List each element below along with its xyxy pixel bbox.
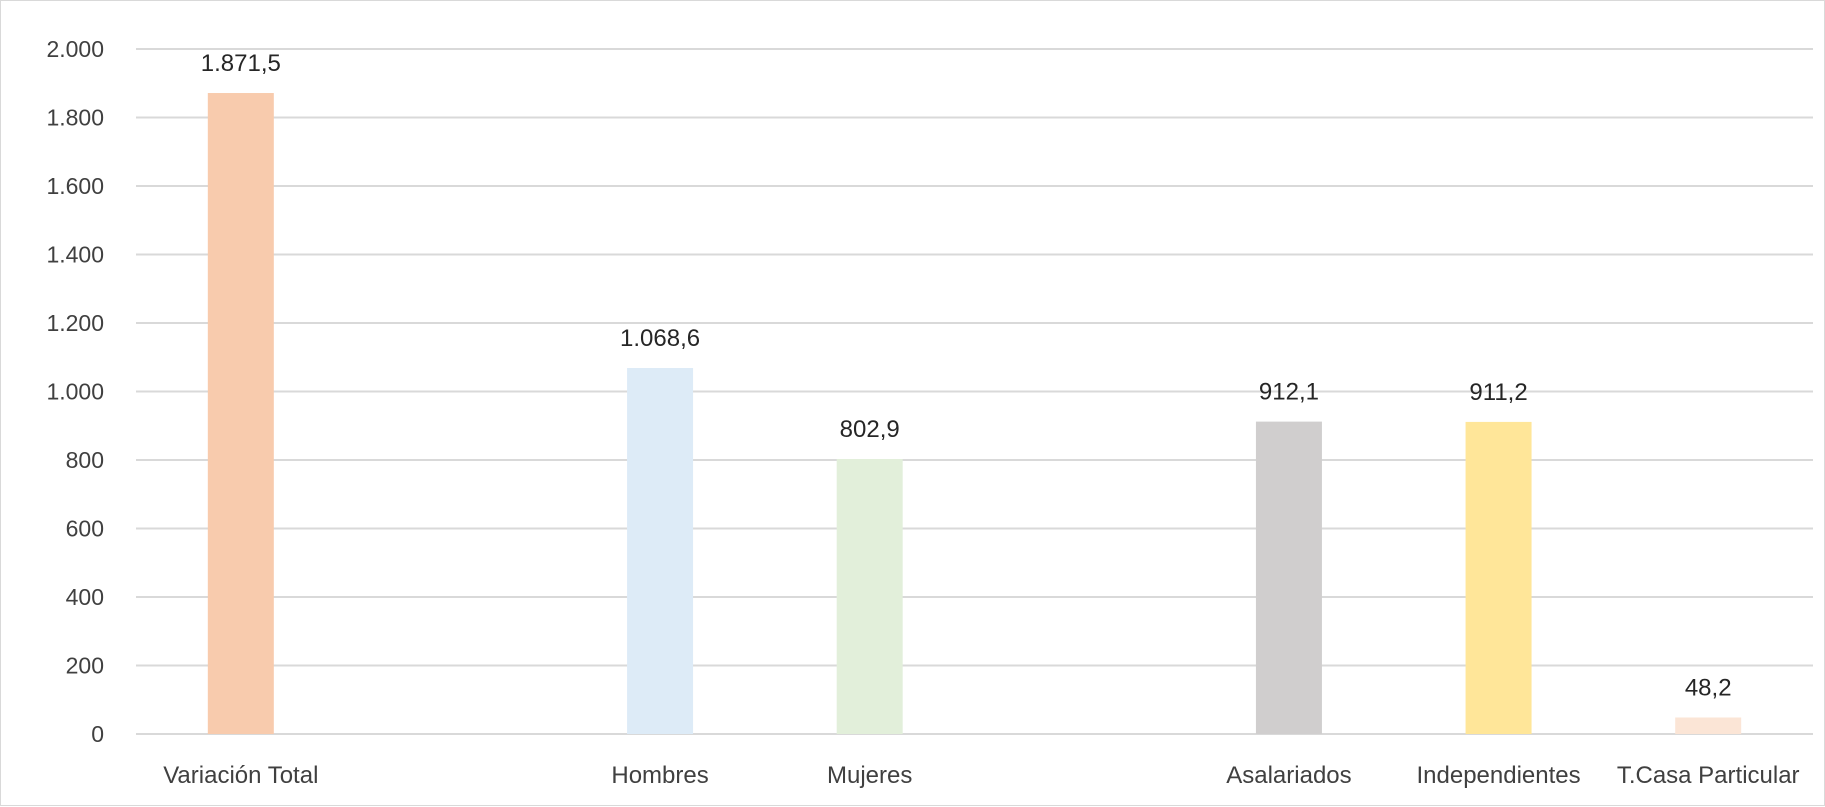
y-tick-label: 1.000 (46, 379, 104, 405)
gridlines (136, 48, 1813, 735)
bar (207, 93, 274, 735)
data-label: 1.871,5 (201, 50, 281, 77)
y-axis-tick-labels: 0 200 400 600 800 1.000 1.200 1.400 1.600 1.800 2.… (46, 36, 104, 747)
category-label: Independientes (1416, 762, 1580, 789)
data-labels: 1.871,5 1.068,6 802,9 912,1 911,2 48,2 (201, 50, 1732, 701)
bar (836, 459, 903, 734)
y-tick-label: 600 (66, 516, 104, 542)
data-label: 911,2 (1469, 379, 1527, 406)
bar (1255, 421, 1322, 734)
y-tick-label: 0 (91, 721, 104, 747)
data-label: 1.068,6 (620, 325, 700, 352)
category-label: Hombres (611, 762, 708, 789)
category-label: Variación Total (163, 762, 318, 789)
bar (1675, 717, 1742, 734)
category-label: Mujeres (827, 762, 912, 789)
bar (627, 368, 694, 734)
data-label: 48,2 (1685, 674, 1732, 701)
y-tick-label: 400 (66, 584, 104, 610)
y-tick-label: 1.600 (46, 173, 104, 199)
y-tick-label: 800 (66, 447, 104, 473)
bar (1465, 421, 1532, 734)
y-tick-label: 1.800 (46, 105, 104, 131)
y-tick-label: 1.400 (46, 242, 104, 268)
category-label: T.Casa Particular (1617, 762, 1800, 789)
category-label: Asalariados (1226, 762, 1351, 789)
x-axis-category-labels: Variación Total Hombres Mujeres Asalariados… (163, 762, 1799, 789)
y-tick-label: 200 (66, 653, 104, 679)
bars (207, 93, 1742, 735)
y-tick-label: 2.000 (46, 36, 104, 62)
data-label: 912,1 (1259, 379, 1319, 406)
data-label: 802,9 (840, 416, 900, 443)
y-tick-label: 1.200 (46, 310, 104, 336)
